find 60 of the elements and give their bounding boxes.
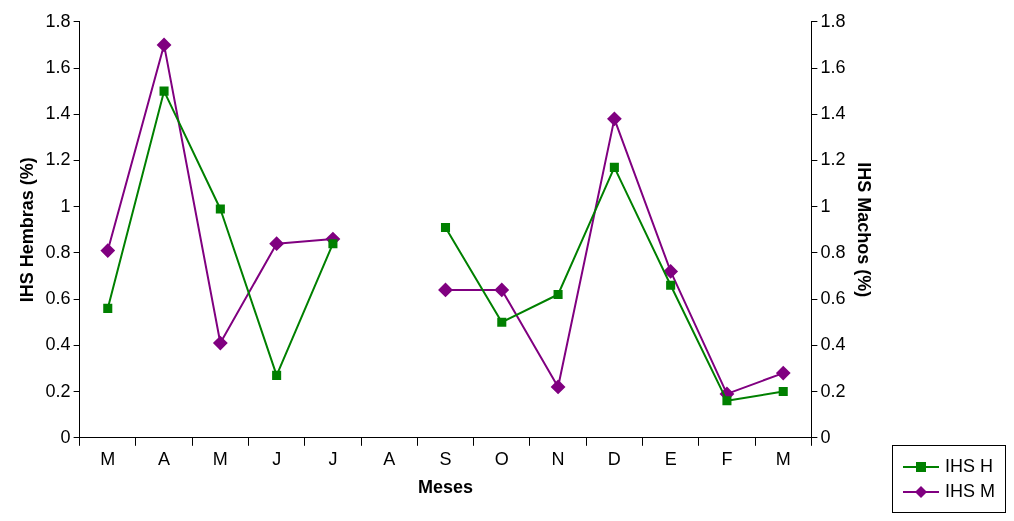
y-tick-label: 0.6	[45, 288, 71, 309]
x-tick-label: D	[607, 448, 621, 469]
point	[159, 86, 169, 96]
point	[157, 37, 172, 52]
point	[666, 280, 676, 290]
y2-tick-label: 0.4	[820, 334, 846, 355]
y-tick-label: 0	[60, 426, 71, 447]
point	[328, 239, 338, 249]
y-tick-label: 1.4	[45, 103, 71, 124]
point	[215, 204, 225, 214]
x-tick-label: A	[158, 448, 171, 469]
point	[438, 282, 453, 297]
point	[553, 289, 563, 300]
point	[440, 222, 451, 233]
y2-tick-label: 0.2	[820, 380, 846, 401]
point	[722, 396, 732, 406]
point	[607, 111, 622, 126]
point	[213, 336, 228, 351]
y-axis-title: IHS Hembras (%)	[16, 157, 37, 303]
y-tick-label: 1.8	[45, 10, 71, 31]
x-tick-label: J	[272, 448, 282, 469]
y2-tick-label: 0.8	[820, 241, 846, 262]
y2-tick-label: 1.4	[820, 103, 846, 124]
y2-axis-title: IHS Machos (%)	[854, 162, 875, 298]
x-tick-label: M	[212, 448, 228, 469]
x-tick-label: M	[100, 448, 116, 469]
y2-tick-label: 1.2	[820, 149, 846, 170]
legend-label: IHS H	[944, 456, 993, 477]
y2-tick-label: 0.6	[820, 288, 846, 309]
x-tick-label: M	[775, 448, 791, 469]
y2-tick-label: 1	[820, 195, 831, 216]
y2-tick-label: 0	[820, 426, 831, 447]
point	[100, 243, 115, 258]
y-tick-label: 1	[60, 195, 71, 216]
point	[272, 370, 282, 380]
y2-tick-label: 1.8	[820, 10, 846, 31]
x-tick-label: F	[721, 448, 733, 469]
point	[103, 303, 113, 313]
point	[609, 162, 619, 172]
legend-label: IHS M	[944, 481, 995, 502]
x-tick-label: A	[383, 448, 396, 469]
point	[778, 387, 788, 397]
point	[497, 317, 507, 327]
point	[269, 236, 284, 251]
y-tick-label: 0.8	[45, 241, 71, 262]
point	[776, 366, 791, 381]
point	[494, 282, 509, 297]
x-tick-label: E	[664, 448, 677, 469]
y2-tick-label: 1.6	[820, 56, 846, 77]
x-tick-label: S	[439, 448, 452, 469]
x-axis-title: Meses	[417, 477, 474, 498]
point	[663, 264, 678, 279]
y-tick-label: 1.2	[45, 149, 71, 170]
x-tick-label: O	[494, 448, 509, 469]
x-tick-label: N	[551, 448, 565, 469]
point	[551, 379, 566, 394]
y-tick-label: 1.6	[45, 56, 71, 77]
y-tick-label: 0.4	[45, 334, 71, 355]
y-tick-label: 0.2	[45, 380, 71, 401]
x-tick-label: J	[328, 448, 338, 469]
